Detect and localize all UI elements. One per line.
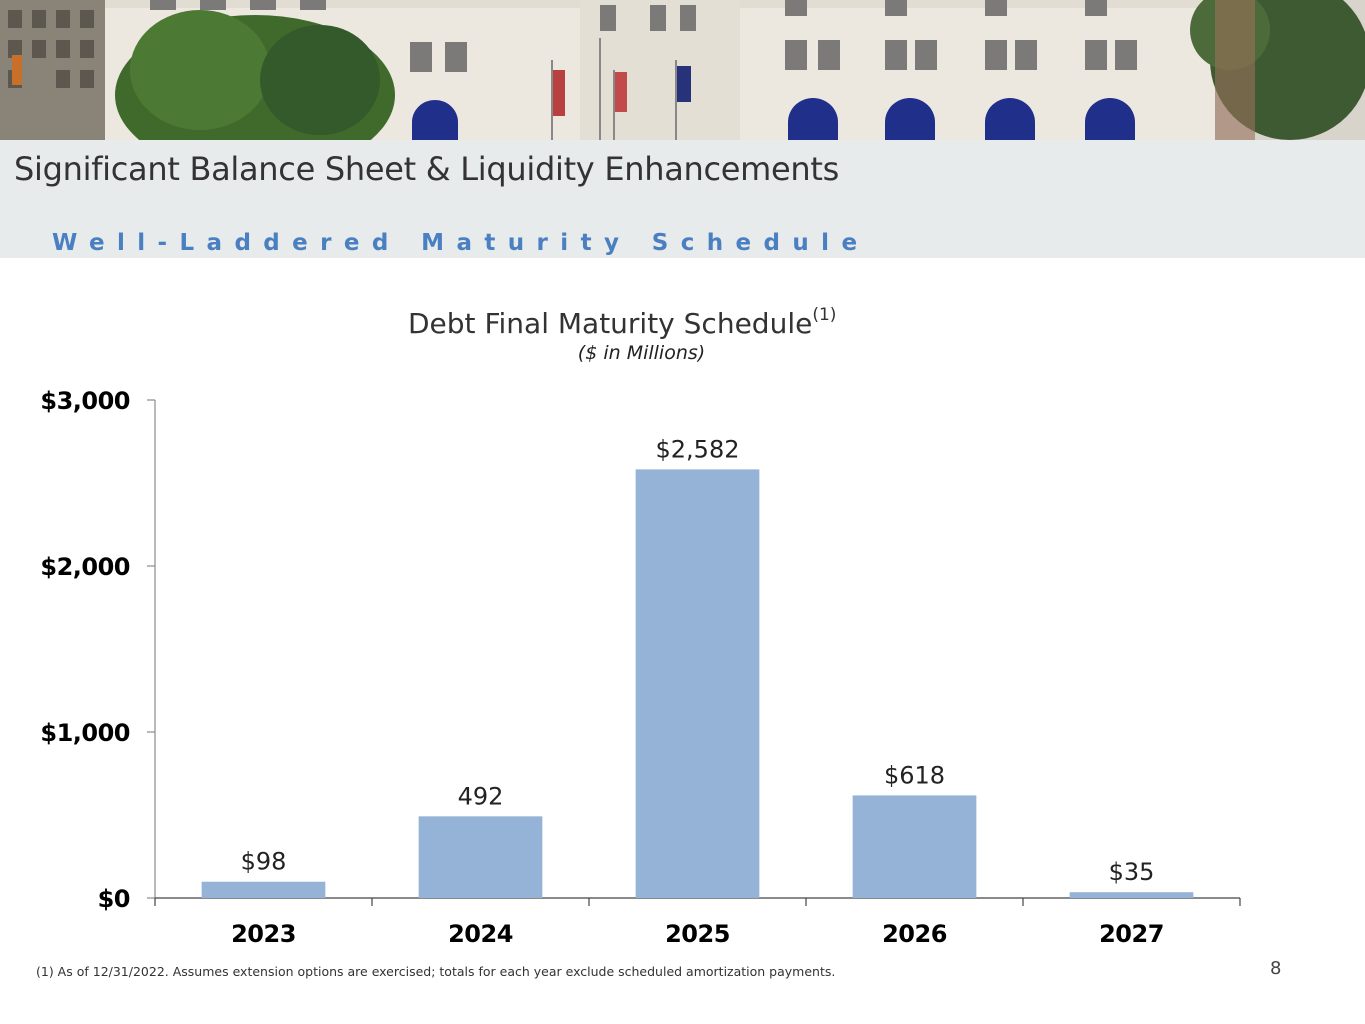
chart-title-text: Debt Final Maturity Schedule <box>408 307 813 340</box>
footnote: (1) As of 12/31/2022. Assumes extension … <box>36 964 836 979</box>
chart-title-footnote-marker: (1) <box>812 305 837 325</box>
header-banner: Significant Balance Sheet & Liquidity En… <box>0 0 1365 258</box>
bar <box>852 795 977 898</box>
bar-data-label: $98 <box>241 848 287 876</box>
bar-data-label: 492 <box>458 782 504 810</box>
bar-data-label: $618 <box>884 761 945 789</box>
debt-maturity-bar-chart: $0 $1,000 $2,000 $3,000 $98 2023 492 2024 $2,582… <box>40 387 1241 948</box>
chart-subtitle: ($ in Millions) <box>577 342 706 364</box>
y-tick-label: $3,000 <box>40 387 130 415</box>
y-tick-label: $2,000 <box>40 553 130 581</box>
bar <box>635 469 760 898</box>
x-category-label: 2025 <box>665 920 730 948</box>
page-number: 8 <box>1270 958 1282 979</box>
y-tick-label: $0 <box>98 885 130 913</box>
bar-data-label: $2,582 <box>656 435 740 463</box>
x-category-label: 2024 <box>448 920 513 948</box>
y-tick-label: $1,000 <box>40 719 130 747</box>
page-title: Significant Balance Sheet & Liquidity En… <box>14 150 840 188</box>
bar <box>201 881 326 898</box>
bar <box>1069 892 1194 898</box>
x-category-label: 2027 <box>1099 920 1164 948</box>
x-category-label: 2023 <box>231 920 296 948</box>
chart-title: Debt Final Maturity Schedule(1) <box>408 305 836 340</box>
header-overlay <box>0 140 1365 258</box>
bar <box>418 816 543 898</box>
bar-data-label: $35 <box>1109 858 1155 886</box>
page-subtitle: Well-Laddered Maturity Schedule <box>52 230 870 256</box>
x-category-label: 2026 <box>882 920 947 948</box>
